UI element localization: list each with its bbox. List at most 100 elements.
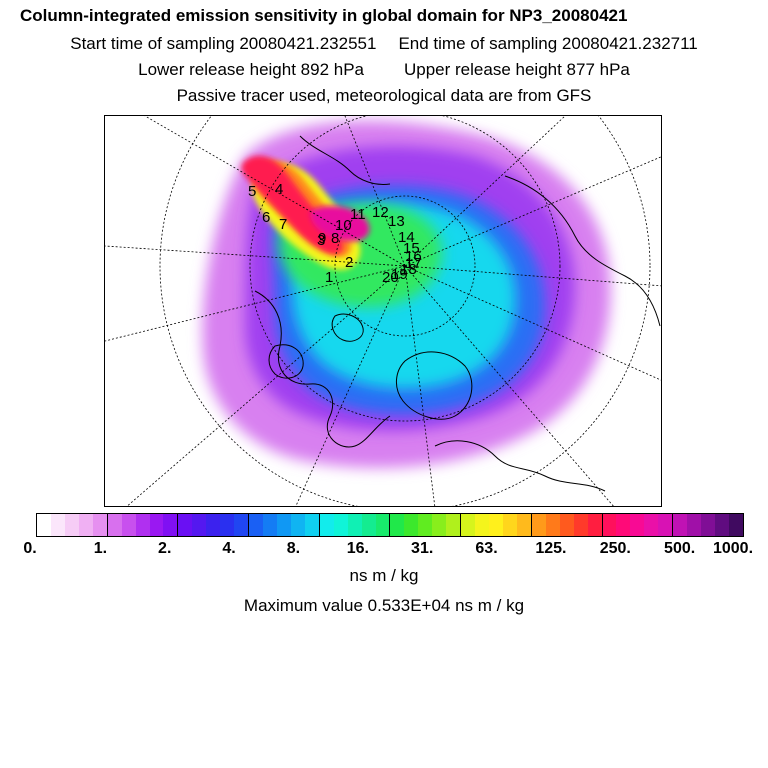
track-label: 20 [382, 269, 399, 286]
colorbar-tick-label: 125. [535, 540, 567, 557]
colorbar-swatch [192, 514, 207, 536]
colorbar-swatch [121, 514, 136, 536]
colorbar-swatch [64, 514, 79, 536]
lower-release-height: Lower release height 892 hPa [138, 60, 364, 79]
coastline-europe [434, 440, 606, 492]
colorbar-tick-label: 8. [286, 540, 301, 557]
field-red [241, 155, 344, 255]
coastline-hudson-bay [268, 344, 304, 379]
colorbar-swatch [404, 514, 419, 536]
meridian [105, 265, 406, 342]
colorbar-swatch [516, 514, 532, 536]
colorbar-swatch [276, 514, 291, 536]
colorbar-swatch [489, 514, 503, 536]
colorbar-swatch [531, 514, 546, 536]
colorbar-tick-label: 1. [93, 540, 108, 557]
start-time: Start time of sampling 20080421.232551 [70, 34, 377, 53]
meridian [404, 265, 436, 506]
colorbar-tick-label: 1000. [712, 540, 754, 557]
colorbar-swatch [630, 514, 645, 536]
colorbar-swatch [347, 514, 362, 536]
colorbar-units: ns m / kg [349, 566, 419, 585]
latitude-circle-80 [334, 195, 476, 337]
colorbar-swatch [149, 514, 164, 536]
tracer-note: Passive tracer used, meteorological data… [176, 86, 592, 105]
colorbar-swatch [715, 514, 729, 536]
colorbar-swatch [163, 514, 179, 536]
field-magenta [310, 205, 370, 242]
colorbar-swatch [502, 514, 517, 536]
coastline-greenland [396, 351, 473, 420]
sampling-times: Start time of sampling 20080421.232551 En… [0, 34, 768, 54]
track-label: 18 [400, 261, 417, 278]
colorbar-tick-label: 4. [222, 540, 236, 557]
colorbar-tick-label: 0. [23, 540, 37, 557]
track-label: 7 [279, 216, 287, 233]
track-label: 4 [275, 181, 283, 198]
colorbar-tick-label: 63. [475, 540, 498, 557]
colorbar-tick-label: 250. [599, 540, 631, 557]
colorbar-tick-label: 500. [664, 540, 696, 557]
track-label: 14 [398, 229, 415, 246]
colorbar-swatch [446, 514, 462, 536]
colorbar-tick-label: 2. [158, 540, 172, 557]
colorbar-swatch [92, 514, 108, 536]
graticule [105, 116, 661, 506]
track-label: 6 [262, 209, 270, 226]
plot-title: Column-integrated emission sensitivity i… [20, 6, 628, 25]
colorbar-swatch [475, 514, 489, 536]
colorbar-swatch [573, 514, 588, 536]
colorbar-swatch [319, 514, 334, 536]
colorbar-swatch [206, 514, 221, 536]
colorbar-swatch [290, 514, 305, 536]
end-time: End time of sampling 20080421.232711 [398, 34, 698, 53]
coastline-canada-islands [331, 313, 364, 342]
colorbar-tick-label: 31. [411, 540, 434, 557]
latitude-circle-60 [159, 116, 651, 506]
meridian [404, 265, 614, 506]
colorbar-swatch [263, 514, 277, 536]
release-heights: Lower release height 892 hPa Upper releas… [0, 60, 768, 80]
meridian [344, 116, 406, 267]
track-label: 5 [248, 183, 256, 200]
colorbar-swatch [418, 514, 433, 536]
colorbar-swatch [249, 514, 263, 536]
colorbar-swatch [616, 514, 631, 536]
colorbar-swatch [220, 514, 235, 536]
coastline-siberia [504, 175, 661, 327]
track-label: 13 [388, 213, 405, 230]
colorbar-swatch [687, 514, 702, 536]
track-label: 1 [325, 269, 333, 286]
colorbar-swatch [644, 514, 659, 536]
colorbar-swatch [37, 514, 51, 536]
track-label: 9 [318, 230, 326, 247]
meridian [404, 265, 661, 287]
colorbar-tick-label: 16. [346, 540, 369, 557]
colorbar-swatch [587, 514, 603, 536]
colorbar-swatch [602, 514, 617, 536]
sensitivity-map: 1 2 3 4 5 6 7 8 9 10 11 12 13 14 15 16 17 18 19 20 [104, 115, 662, 507]
colorbar-swatch [50, 514, 65, 536]
colorbar-swatch [390, 514, 405, 536]
track-label: 17 [405, 255, 422, 272]
colorbar-swatch [728, 514, 743, 536]
latitude-circle-70 [249, 116, 561, 422]
meridian [404, 265, 661, 381]
meridian [295, 265, 406, 506]
track-label: 12 [372, 204, 389, 221]
colorbar-swatch [658, 514, 674, 536]
track-label: 10 [335, 217, 352, 234]
colorbar-swatch [559, 514, 574, 536]
colorbar-swatch [135, 514, 150, 536]
coastlines [254, 135, 661, 492]
colorbar-swatch [78, 514, 93, 536]
colorbar-swatch [375, 514, 391, 536]
colorbar-swatch [107, 514, 122, 536]
track-label: 15 [403, 240, 420, 257]
coastline-alaska [299, 135, 391, 185]
colorbar-swatch [304, 514, 320, 536]
colorbar-swatch [673, 514, 688, 536]
colorbar-swatch [545, 514, 560, 536]
